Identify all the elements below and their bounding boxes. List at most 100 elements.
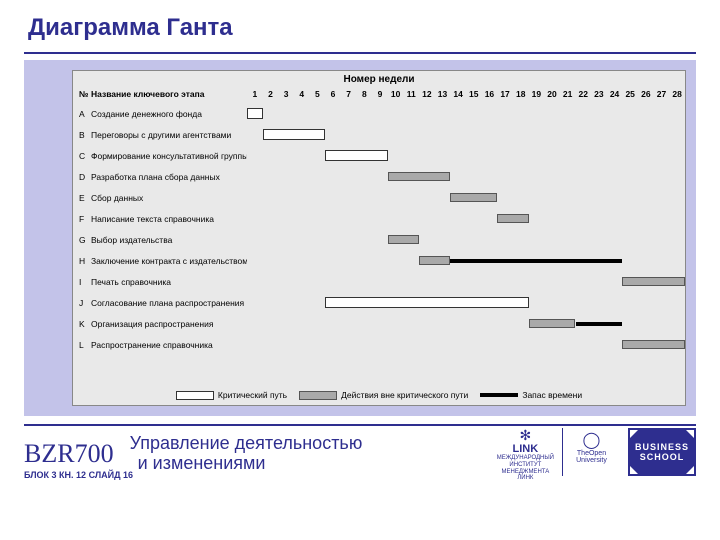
row-code: E xyxy=(73,193,91,203)
gantt-bar-noncrit xyxy=(388,172,451,181)
row-name: Формирование консультативной группы xyxy=(91,151,247,161)
course-title: Управление деятельностью и изменениями xyxy=(130,434,363,474)
row-code: J xyxy=(73,298,91,308)
gantt-bar-noncrit xyxy=(419,256,450,265)
row-bars xyxy=(247,271,685,292)
row-code: H xyxy=(73,256,91,266)
gantt-bar-crit xyxy=(247,108,263,119)
chart-container: Номер недели № Название ключевого этапа … xyxy=(24,60,696,416)
row-code: G xyxy=(73,235,91,245)
week-header: 18 xyxy=(513,89,529,99)
footer-logos: ✻ LINK МЕЖДУНАРОДНЫЙ ИНСТИТУТ МЕНЕДЖМЕНТ… xyxy=(497,428,696,482)
row-name: Согласование плана распространения xyxy=(91,298,247,308)
gantt-rows: AСоздание денежного фонда BПереговоры с д… xyxy=(73,103,685,355)
name-header: Название ключевого этапа xyxy=(91,89,247,99)
week-header: 28 xyxy=(669,89,685,99)
row-name: Создание денежного фонда xyxy=(91,109,247,119)
row-name: Выбор издательства xyxy=(91,235,247,245)
legend: Критический путь Действия вне критическо… xyxy=(73,387,685,403)
row-bars xyxy=(247,145,685,166)
link-logo: ✻ LINK МЕЖДУНАРОДНЫЙ ИНСТИТУТ МЕНЕДЖМЕНТ… xyxy=(497,428,554,482)
row-bars xyxy=(247,229,685,250)
row-name: Печать справочника xyxy=(91,277,247,287)
week-header: 27 xyxy=(654,89,670,99)
row-bars xyxy=(247,103,685,124)
row-bars xyxy=(247,208,685,229)
row-bars xyxy=(247,166,685,187)
week-header: 4 xyxy=(294,89,310,99)
week-header: 15 xyxy=(466,89,482,99)
gantt-bar-crit xyxy=(325,150,388,161)
gantt-row: CФормирование консультативной группы xyxy=(73,145,685,166)
week-header: 23 xyxy=(591,89,607,99)
row-name: Распространение справочника xyxy=(91,340,247,350)
week-header: 17 xyxy=(497,89,513,99)
row-name: Переговоры с другими агентствами xyxy=(91,130,247,140)
gantt-row: KОрганизация распространения xyxy=(73,313,685,334)
row-code: K xyxy=(73,319,91,329)
code-header: № xyxy=(73,89,91,99)
row-name: Разработка плана сбора данных xyxy=(91,172,247,182)
row-code: F xyxy=(73,214,91,224)
week-header: 16 xyxy=(482,89,498,99)
block-info: БЛОК 3 КН. 12 СЛАЙД 16 xyxy=(24,470,133,480)
legend-critical: Критический путь xyxy=(176,390,287,400)
row-bars xyxy=(247,187,685,208)
row-name: Организация распространения xyxy=(91,319,247,329)
gantt-bar-noncrit xyxy=(529,319,576,328)
week-header: 3 xyxy=(278,89,294,99)
gantt-chart: Номер недели № Название ключевого этапа … xyxy=(72,70,686,406)
legend-noncritical: Действия вне критического пути xyxy=(299,390,468,400)
gantt-bar-noncrit xyxy=(622,277,685,286)
gantt-bar-noncrit xyxy=(622,340,685,349)
week-header: 26 xyxy=(638,89,654,99)
gantt-bar-noncrit xyxy=(388,235,419,244)
week-header: 21 xyxy=(560,89,576,99)
business-school-logo: BUSINESS SCHOOL xyxy=(628,428,696,476)
gantt-bar-noncrit xyxy=(497,214,528,223)
gantt-bar-crit xyxy=(263,129,326,140)
gantt-row: LРаспространение справочника xyxy=(73,334,685,355)
gantt-bar-slack xyxy=(576,322,623,326)
week-header: 12 xyxy=(419,89,435,99)
gantt-bar-noncrit xyxy=(450,193,497,202)
gantt-row: AСоздание денежного фонда xyxy=(73,103,685,124)
week-header: 6 xyxy=(325,89,341,99)
footer: BZR700 Управление деятельностью и измене… xyxy=(0,426,720,474)
row-bars xyxy=(247,313,685,334)
row-name: Заключение контракта с издательством xyxy=(91,256,247,266)
week-header: 8 xyxy=(356,89,372,99)
gantt-row: IПечать справочника xyxy=(73,271,685,292)
week-header: 25 xyxy=(622,89,638,99)
week-header: 10 xyxy=(388,89,404,99)
gantt-row: GВыбор издательства xyxy=(73,229,685,250)
gantt-bar-crit xyxy=(325,297,528,308)
row-code: B xyxy=(73,130,91,140)
row-code: L xyxy=(73,340,91,350)
week-header: 13 xyxy=(435,89,451,99)
week-header: 9 xyxy=(372,89,388,99)
row-bars xyxy=(247,334,685,355)
week-header: 22 xyxy=(575,89,591,99)
row-code: D xyxy=(73,172,91,182)
week-header: 20 xyxy=(544,89,560,99)
row-bars xyxy=(247,250,685,271)
row-name: Сбор данных xyxy=(91,193,247,203)
week-header: 24 xyxy=(607,89,623,99)
slide-title: Диаграмма Ганта xyxy=(0,0,720,52)
legend-slack: Запас времени xyxy=(480,390,582,400)
week-header: 1 xyxy=(247,89,263,99)
gantt-row: HЗаключение контракта с издательством xyxy=(73,250,685,271)
title-separator xyxy=(24,52,696,54)
row-bars xyxy=(247,124,685,145)
gantt-bar-slack xyxy=(450,259,622,263)
gantt-row: DРазработка плана сбора данных xyxy=(73,166,685,187)
row-name: Написание текста справочника xyxy=(91,214,247,224)
week-header: 2 xyxy=(263,89,279,99)
column-headers: № Название ключевого этапа 1234567891011… xyxy=(73,87,685,103)
gantt-row: FНаписание текста справочника xyxy=(73,208,685,229)
week-header: 14 xyxy=(450,89,466,99)
gantt-row: JСогласование плана распространения xyxy=(73,292,685,313)
open-university-logo: ◯ TheOpen University xyxy=(562,428,620,476)
row-code: I xyxy=(73,277,91,287)
